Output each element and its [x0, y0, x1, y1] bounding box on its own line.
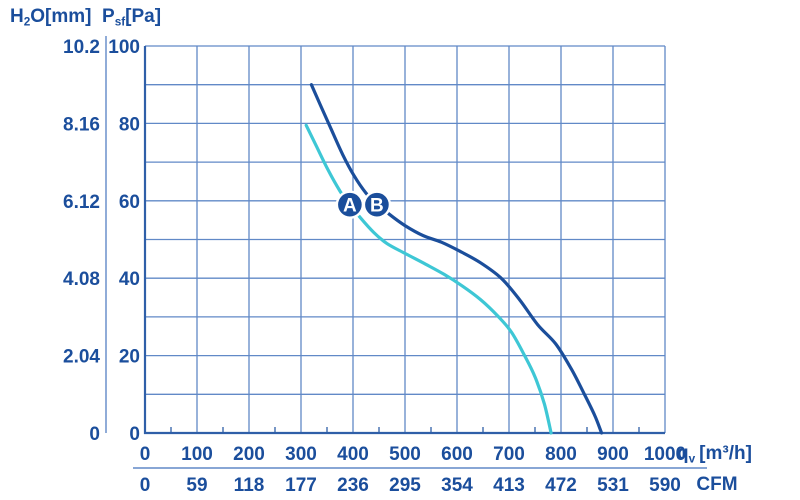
y2-unit-subscript: 2 — [23, 15, 31, 29]
y-unit-subscript: sf — [114, 15, 126, 29]
y-tick-label: 40 — [119, 269, 140, 290]
x-tick-label: 800 — [545, 444, 577, 465]
marker-letter-B: B — [370, 196, 384, 217]
x-unit-subscript: v — [688, 452, 696, 466]
y2-tick-label: 2.04 — [63, 347, 100, 368]
y-tick-label: 20 — [119, 347, 140, 368]
x2-tick-label: 236 — [337, 475, 369, 496]
x2-tick-label: 0 — [140, 475, 151, 496]
x2-tick-label: 590 — [649, 475, 681, 496]
x2-tick-label: 59 — [186, 475, 207, 496]
y2-unit-base: H — [10, 6, 24, 27]
y2-tick-label: 10.2 — [63, 37, 100, 58]
x-tick-label: 200 — [233, 444, 265, 465]
y-axis-unit-label: Psf[Pa] — [102, 7, 161, 28]
y-tick-label: 0 — [129, 424, 140, 445]
y2-tick-label: 6.12 — [63, 192, 100, 213]
x2-tick-label: 118 — [234, 475, 265, 496]
y-unit-base: P — [102, 6, 115, 27]
x2-tick-label: 531 — [597, 475, 629, 496]
marker-circle-B — [362, 190, 392, 219]
x2-tick-label: 295 — [389, 475, 421, 496]
curve-B — [309, 83, 604, 435]
operating-point-marker-B: B — [362, 190, 392, 219]
grid-lines — [144, 45, 666, 434]
x2-tick-label: 472 — [545, 475, 577, 496]
y2-axis-unit-label: H2O[mm] — [10, 7, 92, 28]
y2-tick-label: 0 — [89, 424, 100, 445]
y2-unit-rest: O[mm] — [30, 6, 92, 27]
x2-tick-label: 413 — [493, 475, 525, 496]
y-tick-label: 100 — [108, 37, 140, 58]
operating-point-marker-A: A — [335, 190, 365, 219]
y-tick-label: 80 — [119, 114, 140, 135]
marker-letter-A: A — [343, 196, 357, 217]
x-tick-label: 700 — [493, 444, 525, 465]
y-unit-rest: [Pa] — [125, 6, 162, 27]
x2-tick-label: 177 — [285, 475, 317, 496]
x-tick-label: 600 — [441, 444, 473, 465]
curve-A — [304, 123, 553, 435]
x-tick-label: 400 — [337, 444, 369, 465]
x-axis-unit-label: qv [m³/h] — [677, 444, 752, 465]
x-tick-label: 1000 — [644, 444, 686, 465]
x-tick-label: 500 — [389, 444, 421, 465]
x-tick-label: 300 — [285, 444, 317, 465]
x-tick-label: 100 — [181, 444, 213, 465]
x-tick-label: 900 — [597, 444, 629, 465]
x2-axis-unit-label: CFM — [696, 474, 738, 495]
x2-tick-label: 354 — [441, 475, 473, 496]
x-unit-base: q — [677, 443, 689, 464]
y-tick-label: 60 — [119, 192, 140, 213]
y2-tick-label: 4.08 — [63, 269, 100, 290]
x-unit-rest: [m³/h] — [699, 443, 752, 464]
y2-tick-label: 8.16 — [63, 114, 100, 135]
x-tick-label: 0 — [140, 444, 151, 465]
